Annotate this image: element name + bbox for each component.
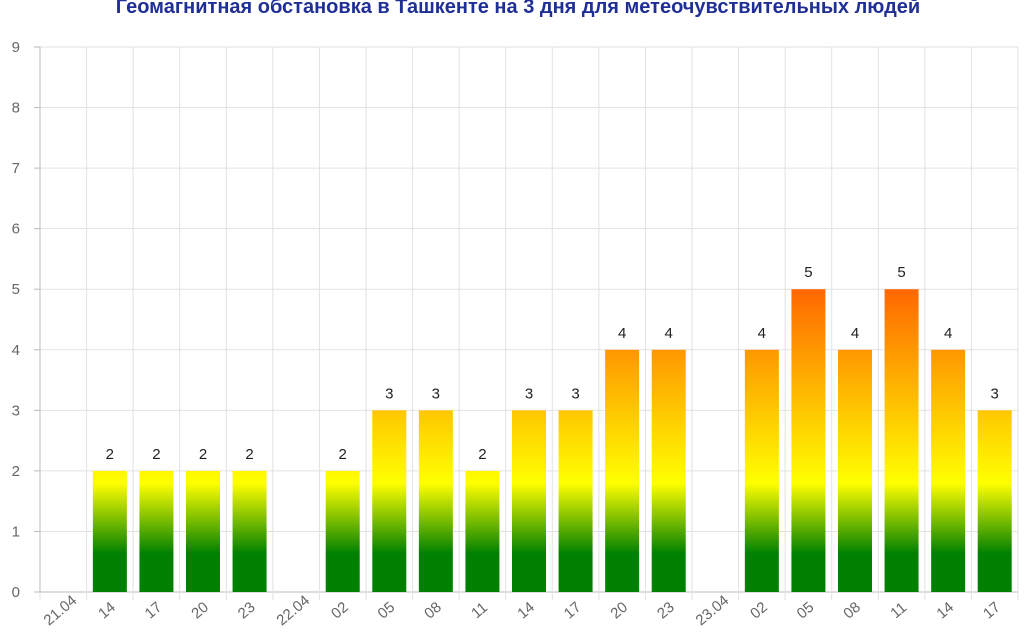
bar (92, 470, 127, 592)
y-tick-label: 1 (12, 523, 20, 540)
data-label: 3 (385, 385, 393, 402)
x-tick-label: 14 (514, 599, 538, 623)
x-tick-label: 17 (561, 599, 585, 623)
x-tick-label: 17 (142, 599, 166, 623)
bar (186, 470, 220, 592)
x-tick-label: 23 (654, 599, 678, 623)
data-label: 5 (897, 264, 905, 281)
x-tick-label: 05 (375, 599, 399, 623)
x-tick-label: 08 (421, 599, 445, 623)
x-tick-label: 23.04 (693, 592, 733, 629)
data-label: 4 (618, 325, 626, 342)
bar (931, 349, 966, 592)
data-label: 2 (478, 446, 486, 463)
x-tick-label: 22.04 (273, 592, 313, 629)
x-axis: 21.04 14 17 20 23 22.04 02 05 08 11 14 17 20 23 23.04 0… (41, 592, 1004, 629)
x-tick-label: 02 (747, 599, 771, 623)
data-label: 3 (991, 385, 999, 402)
data-label: 3 (525, 385, 533, 402)
bar (139, 470, 174, 592)
data-label: 2 (245, 446, 253, 463)
x-tick-label: 11 (468, 599, 491, 622)
data-label: 5 (804, 264, 812, 281)
y-tick-label: 4 (12, 342, 20, 359)
y-tick-label: 7 (12, 160, 20, 177)
y-tick-label: 9 (12, 39, 20, 56)
data-label: 2 (199, 446, 207, 463)
y-tick-label: 8 (12, 100, 20, 117)
data-label: 2 (106, 446, 114, 463)
data-label: 2 (152, 446, 160, 463)
x-tick-label: 14 (95, 599, 119, 623)
bar (791, 289, 826, 592)
bar (605, 349, 640, 592)
x-tick-label: 20 (607, 599, 631, 623)
bar (558, 410, 593, 592)
value-labels: 2 2 2 2 2 3 3 2 3 3 4 4 4 5 4 5 4 3 (106, 264, 999, 463)
bar (325, 470, 360, 592)
data-label: 4 (944, 325, 952, 342)
x-tick-label: 20 (188, 599, 212, 623)
bar (372, 410, 407, 592)
bar (884, 289, 919, 592)
x-tick-label: 17 (980, 599, 1004, 623)
bar (838, 349, 872, 592)
y-tick-label: 0 (12, 584, 20, 601)
x-tick-label: 14 (933, 599, 957, 623)
bar (512, 410, 546, 592)
data-label: 2 (339, 446, 347, 463)
x-tick-label: 11 (887, 599, 910, 622)
y-tick-label: 6 (12, 221, 20, 238)
data-label: 4 (758, 325, 766, 342)
bar (651, 349, 686, 592)
data-label: 4 (851, 325, 859, 342)
data-label: 3 (571, 385, 579, 402)
x-tick-label: 02 (328, 599, 352, 623)
bar (744, 349, 779, 592)
chart-title: Геомагнитная обстановка в Ташкенте на 3 … (115, 0, 921, 18)
data-label: 4 (665, 325, 673, 342)
bar (465, 470, 500, 592)
y-tick-label: 2 (12, 463, 20, 480)
y-tick-label: 5 (12, 281, 20, 298)
bars (92, 289, 1012, 592)
y-tick-label: 3 (12, 402, 20, 419)
x-tick-label: 21.04 (41, 592, 81, 629)
x-tick-label: 23 (235, 599, 259, 623)
bar (418, 410, 453, 592)
data-label: 3 (432, 385, 440, 402)
x-tick-label: 08 (840, 599, 864, 623)
y-axis: 0 1 2 3 4 5 6 7 8 9 (12, 39, 41, 601)
bar (232, 470, 267, 592)
bar (977, 410, 1012, 592)
x-tick-label: 05 (794, 599, 818, 623)
